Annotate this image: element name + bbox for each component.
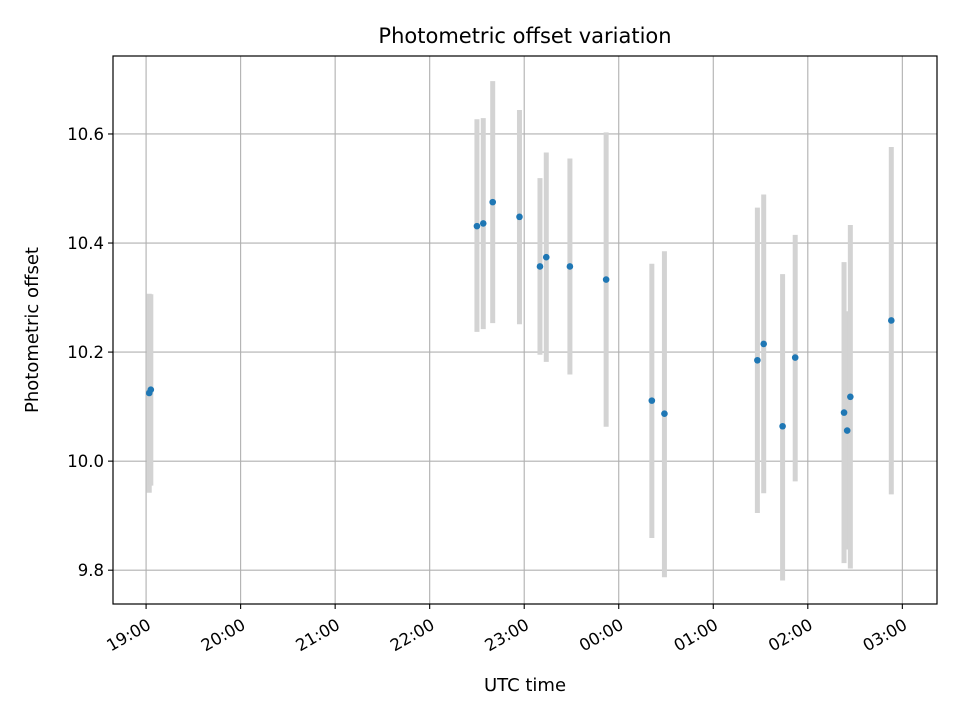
data-point [536,263,544,270]
y-tick-label: 10.6 [67,125,104,144]
data-point [843,427,851,434]
data-point [779,422,786,430]
data-point [661,410,668,417]
data-point [147,386,155,394]
data-point [847,393,854,401]
data-point [473,222,481,230]
data-point [566,263,574,270]
y-tick-label: 10.4 [67,234,104,253]
data-point [489,198,497,206]
data-point [602,276,610,283]
data-point [791,354,799,361]
data-point [479,220,487,227]
y-axis-label: Photometric offset [22,247,43,413]
y-tick-label: 9.8 [78,561,104,580]
data-point [542,253,550,261]
chart-title: Photometric offset variation [378,24,671,48]
data-point [888,317,895,324]
data-point [760,340,767,348]
x-axis-label: UTC time [484,675,566,696]
data-points [145,198,895,434]
data-point [754,356,761,364]
y-tick-label: 10.2 [67,343,104,362]
data-point [516,213,523,221]
y-axis: 9.8 10.0 10.2 10.4 10.6 [67,125,113,580]
grid [113,56,937,604]
plot-frame [112,55,938,605]
data-point [840,409,848,416]
y-tick-label: 10.0 [67,452,104,471]
data-point [648,397,656,404]
